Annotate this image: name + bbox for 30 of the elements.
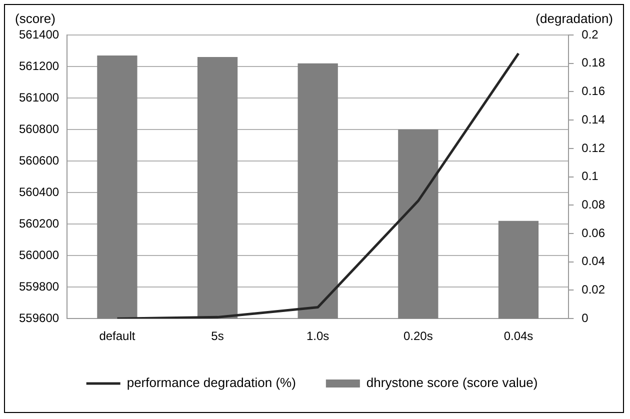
x-tick-label: 1.0s [306,329,330,344]
y-tick-label: 561400 [18,27,60,42]
y2-tick-label: 0.02 [582,282,606,297]
y-tick-label: 560400 [18,184,60,199]
legend-label: performance degradation (%) [126,375,296,390]
x-tick-label: 5s [211,329,224,344]
x-tick-label: 0.04s [504,329,534,344]
y2-tick-label: 0.2 [582,27,599,42]
y-tick-label: 559600 [18,310,60,325]
x-tick-label: default [99,329,136,344]
y-tick-label: 560600 [18,153,60,168]
y2-tick-label: 0.04 [582,254,606,268]
y-tick-label: 560000 [18,248,60,262]
y-axis-title: (score) [15,11,56,26]
y2-tick-label: 0.12 [582,140,606,155]
y2-tick-label: 0.06 [582,226,606,240]
y-tick-label: 561200 [18,58,60,73]
y2-tick-label: 0.18 [582,56,606,70]
y2-tick-label: 0.16 [582,84,606,98]
y-tick-label: 560200 [18,216,60,230]
x-tick-label: 0.20s [403,329,433,344]
y2-tick-label: 0.14 [582,112,606,126]
y-tick-label: 561000 [18,90,60,104]
y2-tick-label: 0.08 [582,197,606,212]
y2-axis-title: (degradation) [536,11,613,26]
y-tick-label: 559800 [18,279,60,294]
y2-tick-label: 0 [582,310,589,325]
y2-tick-label: 0.1 [582,169,599,184]
legend-label: dhrystone score (score value) [366,375,538,390]
y-tick-label: 560800 [18,122,60,136]
